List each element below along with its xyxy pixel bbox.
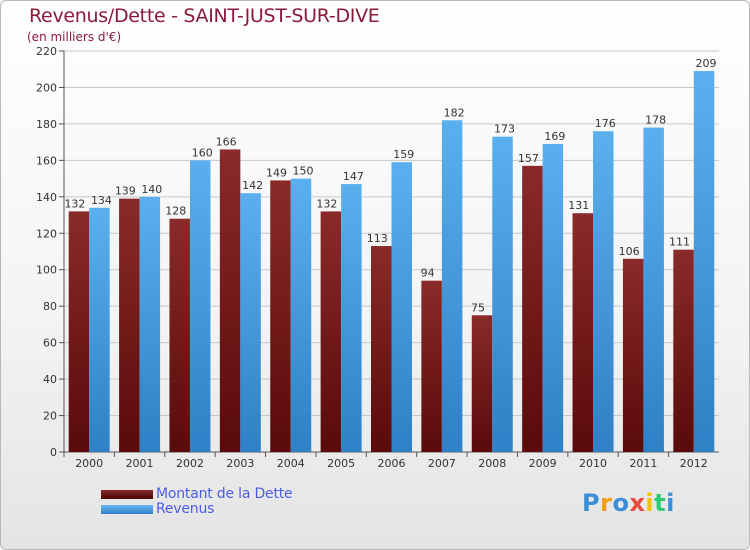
logo-letter: t <box>654 489 667 517</box>
x-tick-label: 2007 <box>428 457 456 470</box>
y-tick-label: 140 <box>36 191 57 204</box>
data-label-revenue: 169 <box>544 130 565 143</box>
legend-swatch-revenue <box>101 505 153 514</box>
data-label-revenue: 176 <box>595 117 616 130</box>
x-tick-label: 2001 <box>126 457 154 470</box>
bar-debt <box>421 280 442 452</box>
bar-debt <box>68 211 90 452</box>
bar-debt <box>270 180 291 452</box>
x-tick-label: 2000 <box>75 457 103 470</box>
y-tick-label: 100 <box>36 264 57 277</box>
bar-revenue <box>139 196 161 452</box>
bar-layer <box>68 71 715 453</box>
data-label-debt: 128 <box>165 205 186 218</box>
data-label-revenue: 182 <box>444 106 465 119</box>
data-label-debt: 132 <box>64 197 85 210</box>
bar-revenue <box>290 178 312 452</box>
bar-revenue <box>240 193 261 452</box>
bar-revenue <box>693 71 715 453</box>
data-label-debt: 94 <box>421 267 435 280</box>
x-tick-label: 2008 <box>478 457 506 470</box>
data-label-debt: 166 <box>216 135 237 148</box>
label-layer: 2000 132 134 2001 139 140 2002 128 160 2003 166 142… <box>64 57 716 470</box>
data-label-revenue: 150 <box>292 165 313 178</box>
data-label-debt: 132 <box>316 197 337 210</box>
data-label-revenue: 134 <box>91 194 112 207</box>
bar-revenue <box>492 136 513 452</box>
x-tick-label: 2010 <box>579 457 607 470</box>
bar-revenue <box>542 143 564 452</box>
data-label-debt: 139 <box>115 185 136 198</box>
proxiti-logo: Proxiti <box>582 489 675 517</box>
bar-revenue <box>391 162 412 452</box>
chart-subtitle: (en milliers d'€) <box>27 30 122 44</box>
data-label-revenue: 159 <box>393 148 414 161</box>
data-label-debt: 106 <box>619 245 640 258</box>
bar-revenue <box>643 127 664 453</box>
bar-revenue <box>341 184 362 453</box>
y-tick-label: 60 <box>43 337 57 350</box>
data-label-revenue: 140 <box>141 183 162 196</box>
logo-letter: P <box>582 489 601 517</box>
y-tick-label: 80 <box>43 300 57 313</box>
x-tick-label: 2011 <box>629 457 657 470</box>
data-label-debt: 111 <box>669 236 690 249</box>
data-label-debt: 149 <box>266 166 287 179</box>
bar-revenue <box>189 160 211 452</box>
bar-debt <box>219 149 241 452</box>
x-tick-label: 2003 <box>226 457 254 470</box>
bar-revenue <box>593 131 614 452</box>
y-tick-label: 20 <box>43 410 57 423</box>
logo-letter: r <box>600 489 613 517</box>
logo-letter: x <box>629 489 646 517</box>
y-tick-label: 180 <box>36 118 57 131</box>
y-tick-label: 160 <box>36 154 57 167</box>
bar-revenue <box>441 120 463 452</box>
bar-debt <box>169 218 190 452</box>
data-label-revenue: 209 <box>696 57 717 70</box>
x-tick-label: 2006 <box>378 457 406 470</box>
data-label-revenue: 178 <box>645 114 666 127</box>
data-label-debt: 131 <box>568 199 589 212</box>
legend-swatch-debt <box>101 490 153 499</box>
bar-debt <box>572 213 594 452</box>
bar-debt <box>471 315 493 452</box>
chart-title: Revenus/Dette - SAINT-JUST-SUR-DIVE <box>29 5 380 27</box>
logo-letter: i <box>666 489 675 517</box>
y-tick-label: 200 <box>36 81 57 94</box>
y-tick-label: 40 <box>43 373 57 386</box>
bar-debt <box>673 249 694 452</box>
y-tick-label: 220 <box>36 45 57 58</box>
logo-letter: i <box>645 489 655 517</box>
data-label-debt: 157 <box>518 152 539 165</box>
data-label-debt: 75 <box>471 301 485 314</box>
x-tick-label: 2002 <box>176 457 204 470</box>
x-tick-label: 2004 <box>277 457 305 470</box>
bar-revenue <box>89 207 110 452</box>
bar-debt <box>622 258 644 452</box>
x-tick-label: 2009 <box>529 457 557 470</box>
logo-letter: o <box>612 489 630 517</box>
legend-label-revenue: Revenus <box>156 501 215 517</box>
data-label-revenue: 173 <box>494 123 515 136</box>
data-label-revenue: 160 <box>192 146 213 159</box>
bar-debt <box>371 246 392 452</box>
data-label-debt: 113 <box>367 232 388 245</box>
bar-debt <box>522 165 543 452</box>
bar-debt <box>320 211 342 452</box>
y-tick-label: 0 <box>50 446 57 459</box>
data-label-revenue: 147 <box>343 170 364 183</box>
legend-label-debt: Montant de la Dette <box>156 486 293 502</box>
bar-debt <box>119 198 140 452</box>
x-tick-label: 2012 <box>680 457 708 470</box>
y-tick-label: 120 <box>36 227 57 240</box>
x-tick-label: 2005 <box>327 457 355 470</box>
data-label-revenue: 142 <box>242 179 263 192</box>
